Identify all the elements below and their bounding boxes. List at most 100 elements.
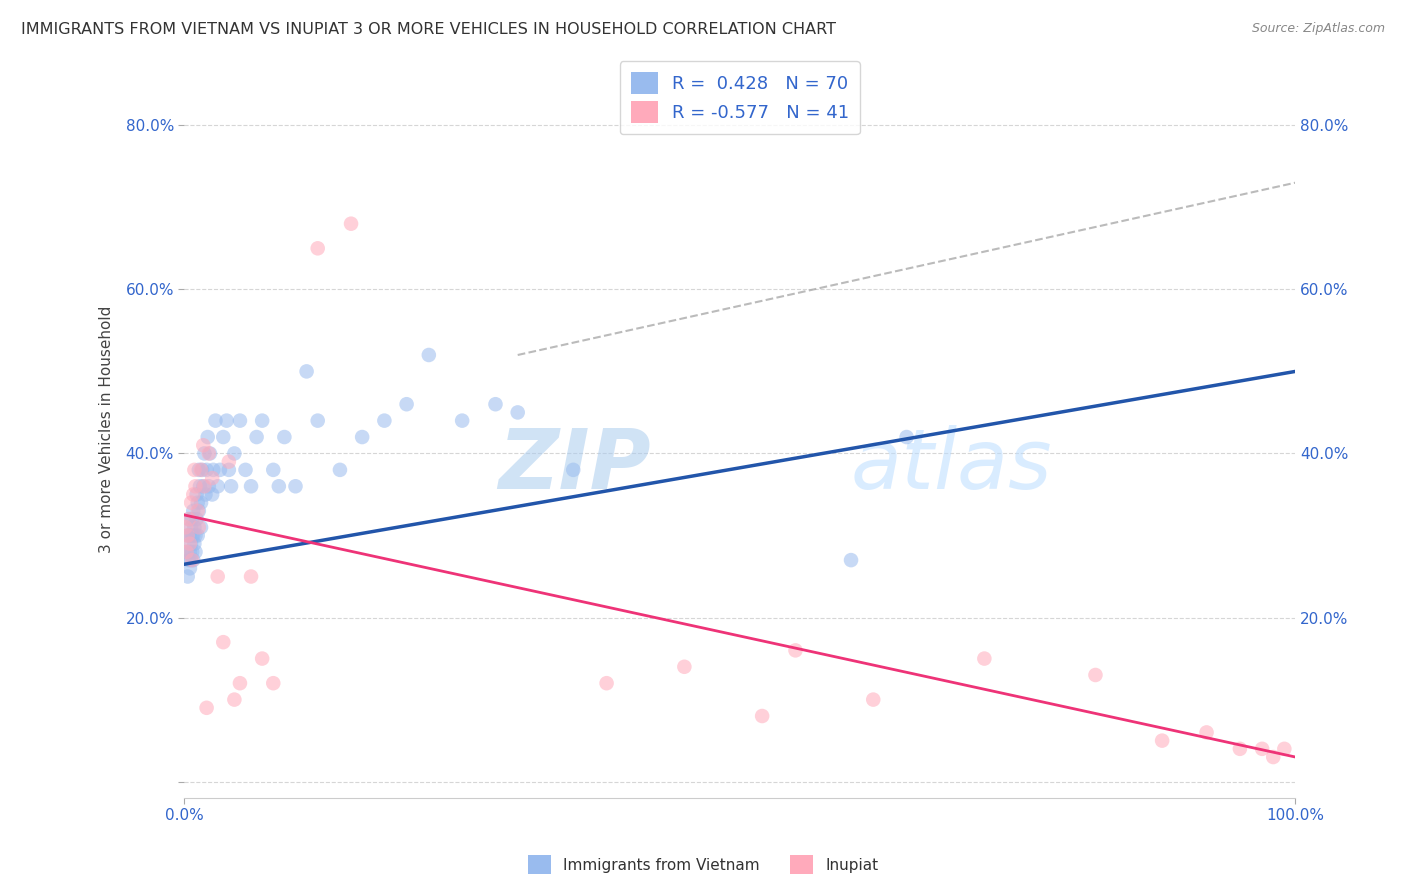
Point xyxy=(484,397,506,411)
Point xyxy=(1263,750,1285,764)
Point xyxy=(183,463,205,477)
Point xyxy=(193,479,215,493)
Point xyxy=(190,520,212,534)
Point xyxy=(1272,741,1295,756)
Point xyxy=(562,463,585,477)
Point xyxy=(180,553,202,567)
Text: Source: ZipAtlas.com: Source: ZipAtlas.com xyxy=(1251,22,1385,36)
Point xyxy=(1152,733,1174,747)
Point xyxy=(224,692,246,706)
Point xyxy=(862,692,884,706)
Point xyxy=(177,528,200,542)
Point xyxy=(184,479,207,493)
Text: atlas: atlas xyxy=(851,425,1053,507)
Point xyxy=(183,520,205,534)
Point xyxy=(181,504,204,518)
Point xyxy=(179,561,201,575)
Point xyxy=(240,569,263,583)
Point xyxy=(207,569,229,583)
Point xyxy=(187,504,209,518)
Point xyxy=(181,512,204,526)
Point xyxy=(218,455,240,469)
Point xyxy=(219,479,242,493)
Point xyxy=(197,430,219,444)
Point xyxy=(177,512,200,526)
Point xyxy=(295,364,318,378)
Point xyxy=(177,569,200,583)
Point xyxy=(181,553,204,567)
Point xyxy=(179,537,201,551)
Point xyxy=(193,479,215,493)
Point xyxy=(207,479,229,493)
Point xyxy=(181,553,204,567)
Point xyxy=(177,553,200,567)
Point xyxy=(204,414,226,428)
Point xyxy=(1195,725,1218,739)
Point xyxy=(181,528,204,542)
Point xyxy=(188,479,211,493)
Point xyxy=(284,479,307,493)
Point xyxy=(307,241,329,255)
Point xyxy=(176,545,198,559)
Point xyxy=(250,414,273,428)
Point xyxy=(224,446,246,460)
Point xyxy=(201,471,224,485)
Point xyxy=(839,553,862,567)
Point xyxy=(373,414,395,428)
Point xyxy=(751,709,773,723)
Point xyxy=(187,496,209,510)
Point xyxy=(896,430,918,444)
Point xyxy=(186,512,208,526)
Point xyxy=(262,676,284,690)
Point xyxy=(212,430,235,444)
Point xyxy=(181,528,204,542)
Point xyxy=(174,520,197,534)
Point xyxy=(1229,741,1251,756)
Point xyxy=(307,414,329,428)
Point xyxy=(186,487,208,501)
Point xyxy=(506,405,529,419)
Point xyxy=(179,528,201,542)
Point xyxy=(202,463,225,477)
Point xyxy=(973,651,995,665)
Point xyxy=(198,479,221,493)
Point xyxy=(673,660,696,674)
Point xyxy=(352,430,374,444)
Point xyxy=(191,463,214,477)
Point xyxy=(181,545,204,559)
Point xyxy=(187,520,209,534)
Point xyxy=(240,479,263,493)
Point xyxy=(1084,668,1107,682)
Point xyxy=(229,676,252,690)
Point xyxy=(340,217,363,231)
Point xyxy=(215,414,238,428)
Point xyxy=(184,528,207,542)
Point xyxy=(183,537,205,551)
Point xyxy=(246,430,269,444)
Legend: Immigrants from Vietnam, Inupiat: Immigrants from Vietnam, Inupiat xyxy=(522,849,884,880)
Point xyxy=(267,479,290,493)
Point xyxy=(395,397,418,411)
Point xyxy=(180,520,202,534)
Point xyxy=(177,528,200,542)
Point xyxy=(176,545,198,559)
Point xyxy=(250,651,273,665)
Point xyxy=(181,487,204,501)
Point xyxy=(180,537,202,551)
Legend: R =  0.428   N = 70, R = -0.577   N = 41: R = 0.428 N = 70, R = -0.577 N = 41 xyxy=(620,62,860,134)
Point xyxy=(198,446,221,460)
Point xyxy=(418,348,440,362)
Point xyxy=(193,438,215,452)
Y-axis label: 3 or more Vehicles in Household: 3 or more Vehicles in Household xyxy=(100,305,114,552)
Point xyxy=(201,487,224,501)
Point xyxy=(229,414,252,428)
Point xyxy=(195,701,218,715)
Point xyxy=(187,528,209,542)
Point xyxy=(190,496,212,510)
Point xyxy=(218,463,240,477)
Point xyxy=(193,446,215,460)
Point xyxy=(187,463,209,477)
Point xyxy=(262,463,284,477)
Text: IMMIGRANTS FROM VIETNAM VS INUPIAT 3 OR MORE VEHICLES IN HOUSEHOLD CORRELATION C: IMMIGRANTS FROM VIETNAM VS INUPIAT 3 OR … xyxy=(21,22,837,37)
Point xyxy=(1251,741,1274,756)
